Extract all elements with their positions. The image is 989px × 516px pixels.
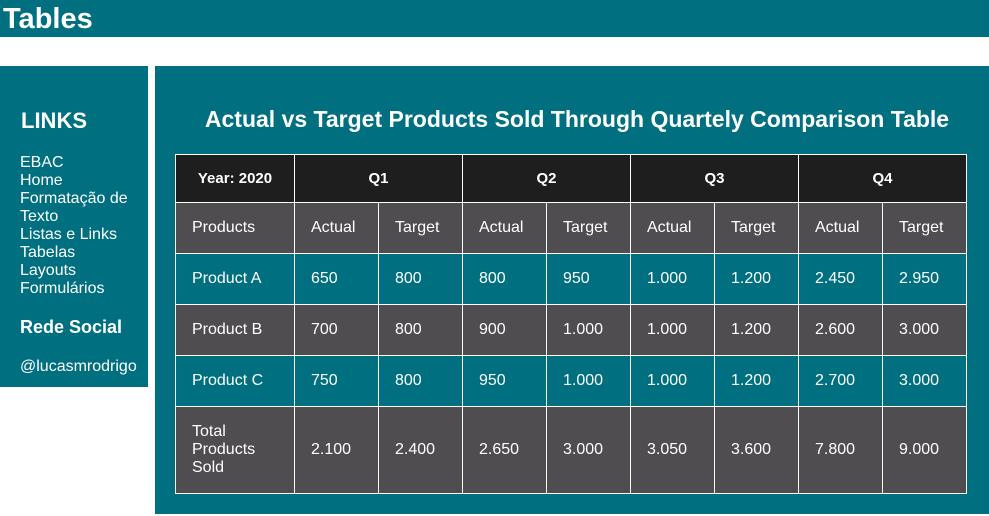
- row-label: Product B: [175, 304, 295, 356]
- table-cell: 750: [294, 355, 379, 407]
- link-formularios[interactable]: Formulários: [20, 280, 105, 297]
- quarter-header-q2: Q2: [462, 154, 631, 203]
- table-cell: 650: [294, 253, 379, 305]
- table-row: Product B 700 800 900 1.000 1.000 1.200 …: [175, 304, 967, 356]
- subheader-row: Products Actual Target Actual Target Act…: [175, 202, 967, 254]
- table-cell: 2.700: [798, 355, 883, 407]
- table-cell: 950: [546, 253, 631, 305]
- table-row: Product A 650 800 800 950 1.000 1.200 2.…: [175, 253, 967, 305]
- column-header: Target: [546, 202, 631, 254]
- main-content: Actual vs Target Products Sold Through Q…: [155, 66, 989, 514]
- table-cell: 800: [462, 253, 547, 305]
- table-cell: 800: [378, 253, 463, 305]
- link-formatacao-de-texto[interactable]: Formatação de Texto: [20, 190, 128, 225]
- link-tabelas[interactable]: Tabelas: [20, 244, 76, 261]
- page-title: Tables: [3, 3, 93, 35]
- year-cell: Year: 2020: [175, 154, 295, 203]
- table-cell: 1.000: [630, 355, 715, 407]
- table-row: Product C 750 800 950 1.000 1.000 1.200 …: [175, 355, 967, 407]
- sidebar: LINKS EBAC Home Formatação de Texto List…: [0, 66, 148, 387]
- row-label: Product C: [175, 355, 295, 407]
- page-header: Tables: [0, 0, 989, 37]
- links-list: EBAC Home Formatação de Texto Listas e L…: [20, 154, 142, 298]
- quarter-header-q1: Q1: [294, 154, 463, 203]
- table-cell: 2.450: [798, 253, 883, 305]
- link-item-layouts: Layouts: [20, 262, 142, 280]
- table-cell: 2.950: [882, 253, 967, 305]
- table-cell: 1.000: [546, 355, 631, 407]
- table-cell: 2.650: [462, 406, 547, 494]
- table-cell: 9.000: [882, 406, 967, 494]
- table-cell: 1.200: [714, 355, 799, 407]
- table-cell: 1.000: [630, 304, 715, 356]
- link-item-tabelas: Tabelas: [20, 244, 142, 262]
- link-ebac[interactable]: EBAC: [20, 154, 64, 171]
- table-title: Actual vs Target Products Sold Through Q…: [204, 106, 950, 132]
- table-cell: 7.800: [798, 406, 883, 494]
- table-cell: 1.000: [630, 253, 715, 305]
- link-item-formularios: Formulários: [20, 280, 142, 298]
- column-header: Actual: [630, 202, 715, 254]
- table-cell: 1.200: [714, 304, 799, 356]
- table-cell: 900: [462, 304, 547, 356]
- table-cell: 1.200: [714, 253, 799, 305]
- quarter-header-q3: Q3: [630, 154, 799, 203]
- table-cell: 700: [294, 304, 379, 356]
- quarter-header-q4: Q4: [798, 154, 967, 203]
- link-listas-e-links[interactable]: Listas e Links: [20, 226, 117, 243]
- table-cell: 2.100: [294, 406, 379, 494]
- link-layouts[interactable]: Layouts: [20, 262, 77, 279]
- table-cell: 3.000: [882, 304, 967, 356]
- column-header: Actual: [294, 202, 379, 254]
- table-cell: 3.000: [882, 355, 967, 407]
- quarter-header-row: Year: 2020 Q1 Q2 Q3 Q4: [175, 154, 967, 203]
- table-cell: 3.050: [630, 406, 715, 494]
- link-item-ebac: EBAC: [20, 154, 142, 172]
- links-title: LINKS: [21, 108, 87, 133]
- table-cell: 2.600: [798, 304, 883, 356]
- column-header: Target: [714, 202, 799, 254]
- column-header: Target: [882, 202, 967, 254]
- social-title: Rede Social: [20, 317, 123, 337]
- column-header: Actual: [462, 202, 547, 254]
- table-cell: 1.000: [546, 304, 631, 356]
- link-item-listas: Listas e Links: [20, 226, 142, 244]
- social-handle-link[interactable]: @lucasmrodrigo: [20, 358, 137, 375]
- row-label: Total Products Sold: [175, 406, 295, 494]
- comparison-table: Year: 2020 Q1 Q2 Q3 Q4 Products Actual T…: [175, 154, 967, 494]
- column-header: Target: [378, 202, 463, 254]
- link-item-home: Home: [20, 172, 142, 190]
- table-cell: 800: [378, 304, 463, 356]
- column-header: Actual: [798, 202, 883, 254]
- link-home[interactable]: Home: [20, 172, 63, 189]
- table-cell: 800: [378, 355, 463, 407]
- table-cell: 950: [462, 355, 547, 407]
- link-item-formatacao: Formatação de Texto: [20, 190, 142, 226]
- table-cell: 3.000: [546, 406, 631, 494]
- row-label: Product A: [175, 253, 295, 305]
- table-cell: 3.600: [714, 406, 799, 494]
- table-cell: 2.400: [378, 406, 463, 494]
- products-header-cell: Products: [175, 202, 295, 254]
- total-row: Total Products Sold 2.100 2.400 2.650 3.…: [175, 406, 967, 494]
